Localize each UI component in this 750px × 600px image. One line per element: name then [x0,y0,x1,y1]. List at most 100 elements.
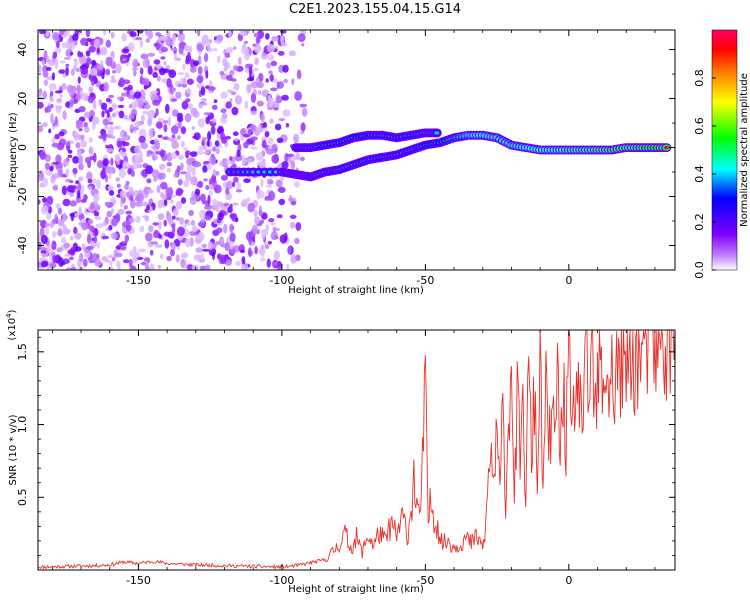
noise-blob [255,152,264,161]
noise-blob [289,221,295,229]
noise-blob [111,75,116,82]
noise-blob [196,75,204,84]
noise-blob [170,199,174,204]
noise-blob [270,87,278,92]
noise-blob [56,247,63,253]
noise-blob [88,45,96,53]
noise-blob [198,102,203,109]
noise-blob [129,265,137,270]
noise-blob [87,96,94,104]
noise-blob [177,178,183,186]
noise-blob [123,205,128,210]
noise-blob [121,240,128,244]
noise-blob [137,100,144,109]
noise-blob [40,260,49,268]
noise-blob [287,245,292,255]
noise-blob [206,139,210,147]
noise-blob [290,254,297,264]
noise-blob [108,190,115,196]
noise-blob [51,142,59,148]
noise-blob [134,154,141,162]
noise-blob [163,199,168,207]
noise-blob [39,151,46,161]
noise-blob [54,116,58,125]
noise-blob [166,137,175,141]
noise-blob [105,68,111,76]
noise-blob [253,209,258,218]
snr-ytick-label: 1.0 [16,416,29,434]
noise-blob [105,97,111,103]
noise-blob [106,148,115,153]
noise-blob [223,223,228,234]
noise-blob [83,250,91,259]
noise-blob [229,69,235,76]
noise-blob [258,247,266,256]
noise-blob [52,161,60,165]
noise-blob [205,184,210,191]
noise-blob [241,160,245,166]
noise-blob [116,140,123,148]
noise-blob [54,61,59,70]
noise-blob [201,200,210,205]
noise-blob [153,59,161,65]
noise-blob [154,229,159,235]
noise-blob [86,245,94,251]
noise-blob [155,108,159,116]
noise-blob [273,107,279,111]
noise-blob [74,232,82,240]
noise-blob [225,47,234,54]
noise-blob [63,242,71,249]
noise-blob [195,247,203,253]
noise-blob [191,166,196,176]
noise-blob [94,260,102,267]
noise-blob [49,221,54,229]
noise-blob [140,262,147,266]
noise-blob [185,58,191,65]
noise-blob [180,197,187,204]
noise-blob [158,221,162,230]
noise-blob [301,43,305,47]
noise-blob [207,131,212,141]
noise-blob [158,163,166,171]
noise-blob [185,98,191,103]
noise-blob [248,247,252,258]
noise-blob [191,126,196,130]
noise-blob [58,69,65,74]
noise-blob [59,30,64,36]
noise-blob [62,224,67,231]
noise-blob [173,173,178,178]
noise-blob [268,101,274,109]
noise-blob [111,232,118,240]
noise-blob [222,57,228,67]
noise-blob [115,177,121,182]
noise-blob [128,103,133,109]
signal-track-point-core [663,146,670,150]
noise-blob [203,52,209,63]
noise-blob [51,137,56,144]
noise-blob [108,224,113,231]
noise-blob [131,67,139,71]
noise-blob [181,140,185,148]
noise-blob [45,31,50,37]
noise-blob [69,256,74,261]
noise-blob [277,261,282,268]
noise-blob [195,254,202,260]
noise-blob [288,156,292,164]
noise-blob [294,237,300,245]
noise-blob [285,122,290,128]
noise-blob [55,154,62,164]
noise-blob [253,32,259,38]
noise-blob [142,58,150,69]
noise-blob [117,96,123,101]
noise-blob [238,56,242,65]
noise-blob [78,54,87,65]
noise-blob [250,93,257,103]
noise-blob [178,30,184,35]
noise-blob [229,203,233,209]
noise-blob [119,190,127,199]
noise-blob [93,192,100,202]
noise-blob [147,30,154,40]
noise-blob [186,221,191,226]
noise-blob [165,36,173,47]
noise-blob [177,83,182,88]
